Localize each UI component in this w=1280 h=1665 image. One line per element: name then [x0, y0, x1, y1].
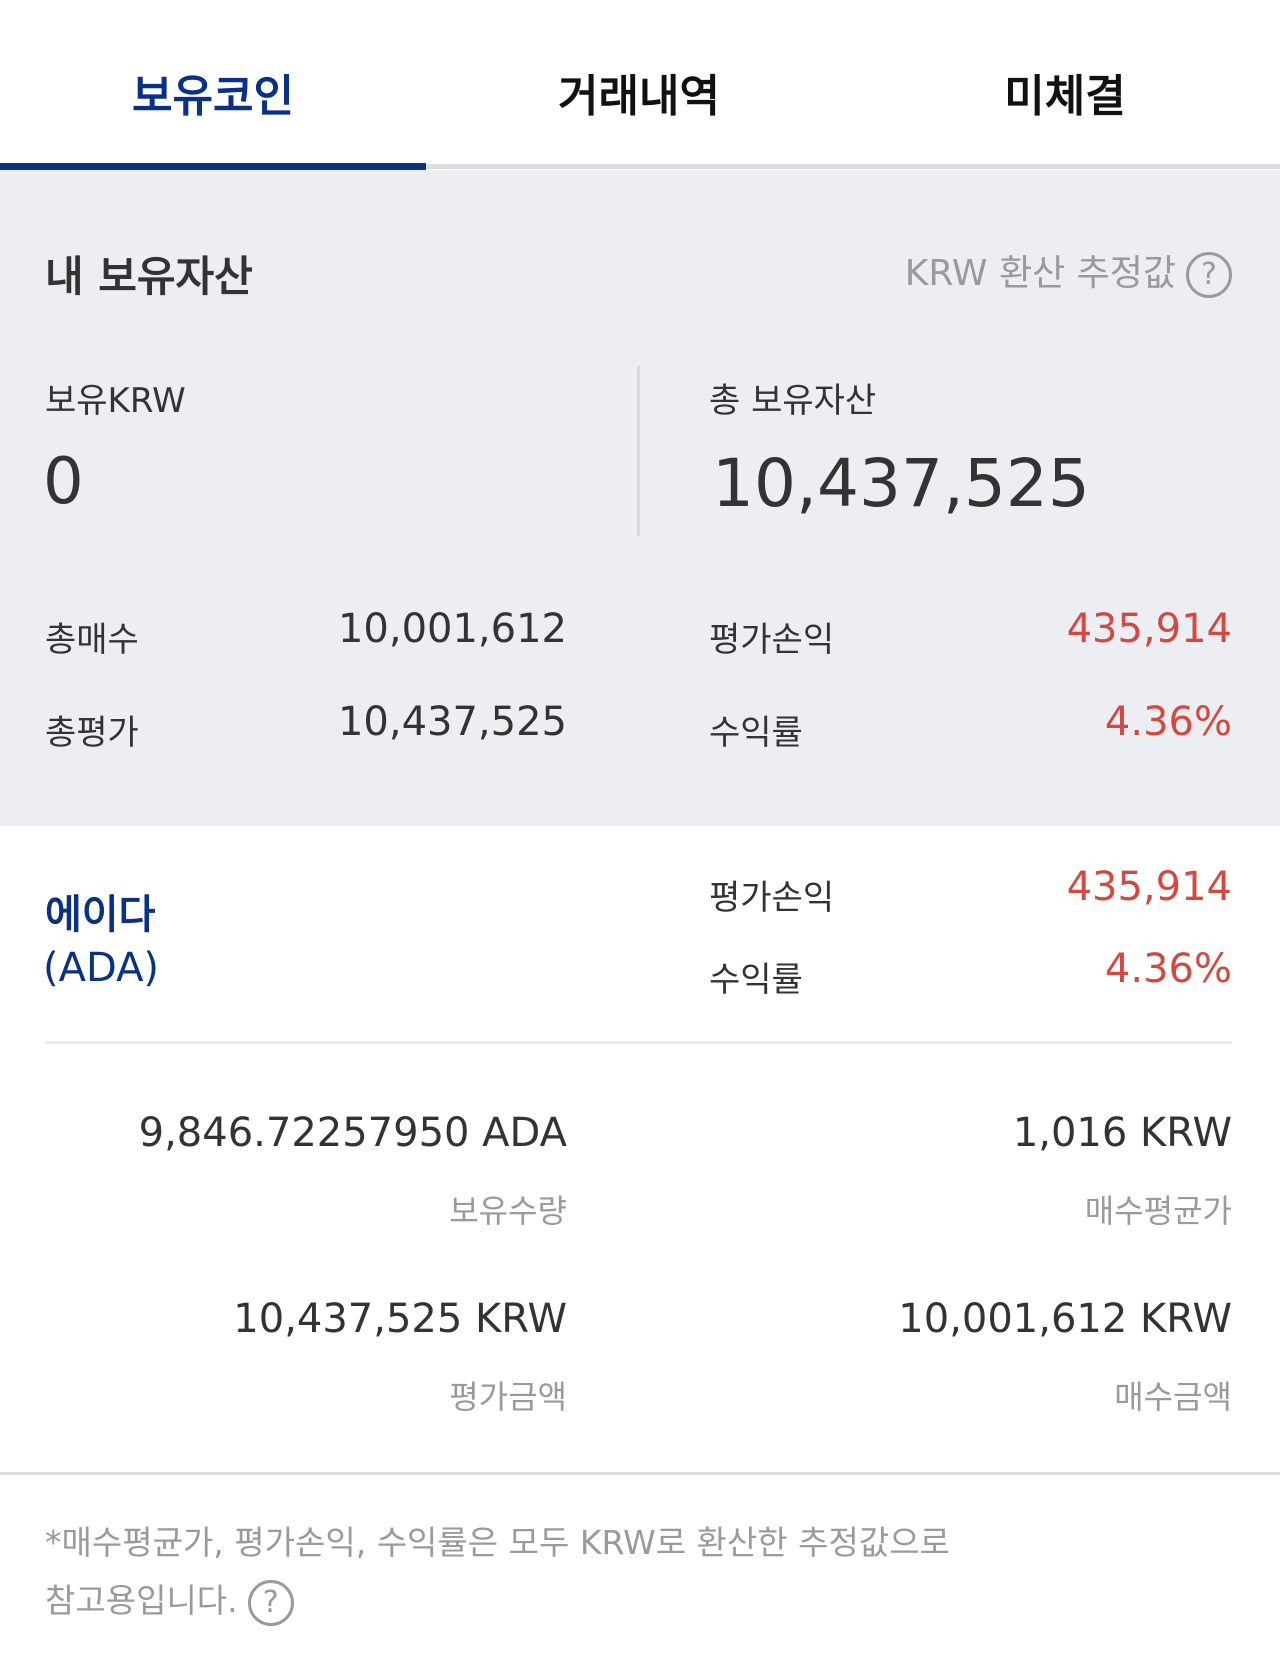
krw-estimate-note[interactable]: KRW 환산 추정값?: [905, 244, 1232, 298]
eval-amount-label: 평가금액: [449, 1378, 567, 1416]
coin-rate-value: 4.36%: [1104, 946, 1232, 992]
total-buy-value: 10,001,612: [337, 606, 567, 652]
vertical-divider: [637, 366, 640, 536]
buy-amount-label: 매수금액: [1114, 1378, 1232, 1416]
pnl-label: 평가손익: [709, 620, 835, 660]
tab-history[interactable]: 거래내역: [558, 71, 720, 122]
quantity-label: 보유수량: [449, 1192, 567, 1230]
footnote-line2: 참고용입니다.?: [45, 1574, 294, 1626]
krw-estimate-label: KRW 환산 추정값: [904, 253, 1176, 294]
tab-divider: [0, 164, 1280, 169]
coin-name[interactable]: 에이다: [45, 892, 156, 938]
footnote-text: 참고용입니다.: [45, 1581, 238, 1620]
coin-symbol[interactable]: (ADA): [43, 945, 160, 991]
footnote-line1: *매수평균가, 평가손익, 수익률은 모두 KRW로 환산한 추정값으로: [45, 1523, 950, 1562]
help-icon[interactable]: ?: [1186, 252, 1232, 298]
coin-rate-label: 수익률: [709, 960, 803, 1000]
total-buy-label: 총매수: [45, 620, 139, 660]
krw-label: 보유KRW: [45, 381, 186, 421]
rate-label: 수익률: [709, 713, 803, 753]
eval-amount-value: 10,437,525 KRW: [233, 1296, 567, 1342]
asset-summary: [0, 170, 1280, 826]
active-tab-indicator: [0, 163, 426, 170]
buy-amount-value: 10,001,612 KRW: [898, 1296, 1232, 1342]
total-eval-value: 10,437,525: [337, 699, 567, 745]
total-eval-label: 총평가: [45, 713, 139, 753]
coin-pnl-value: 435,914: [1066, 864, 1232, 910]
quantity-value: 9,846.72257950 ADA: [138, 1110, 567, 1156]
avg-price-label: 매수평균가: [1084, 1192, 1232, 1230]
coin-pnl-label: 평가손익: [709, 878, 835, 918]
tab-bar: 보유코인 거래내역 미체결: [0, 0, 1280, 170]
total-assets-label: 총 보유자산: [709, 381, 877, 421]
avg-price-value: 1,016 KRW: [1012, 1110, 1232, 1156]
coin-divider: [45, 1041, 1232, 1044]
rate-value: 4.36%: [1104, 699, 1232, 745]
section-divider: [0, 1472, 1280, 1475]
krw-value: 0: [43, 445, 84, 519]
tab-holdings[interactable]: 보유코인: [132, 71, 294, 122]
summary-title: 내 보유자산: [45, 252, 253, 301]
tab-pending[interactable]: 미체결: [1004, 71, 1126, 122]
pnl-value: 435,914: [1066, 606, 1232, 652]
total-assets-value: 10,437,525: [712, 445, 1090, 522]
footnote-help-icon[interactable]: ?: [247, 1579, 294, 1626]
